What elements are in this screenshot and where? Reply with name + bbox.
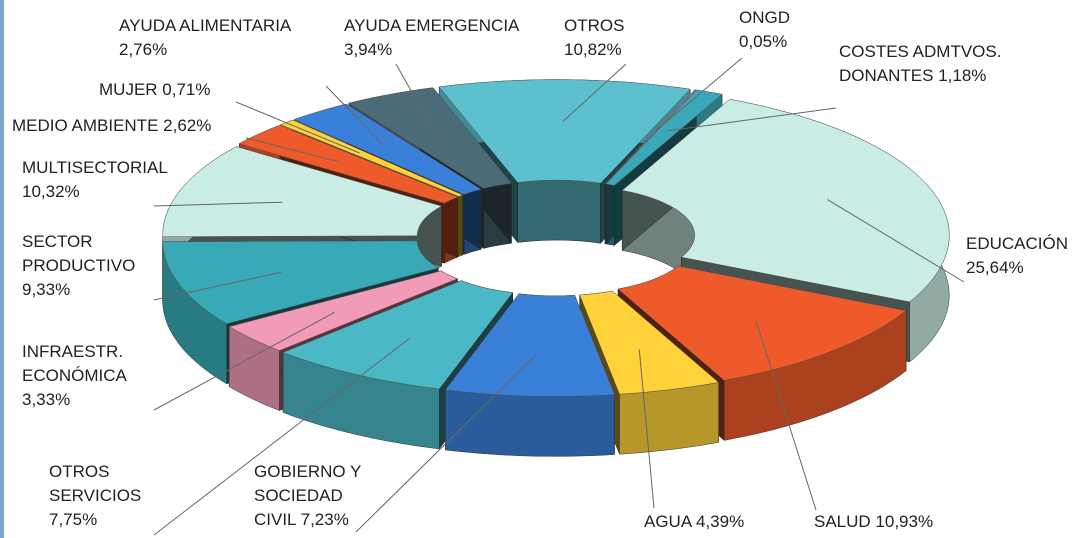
- value-label: 0,71%: [162, 80, 211, 99]
- value-label: 25,64%: [966, 258, 1024, 277]
- value-label: 9,33%: [22, 280, 71, 299]
- category-label: MUJER: [99, 80, 158, 99]
- leader-line: [395, 63, 436, 133]
- slice-label: SALUD 10,93%: [814, 510, 1014, 534]
- slice-label: ONGD 0,05%: [739, 6, 809, 54]
- category-label: EDUCACIÓN: [966, 234, 1069, 253]
- leader-line: [355, 353, 537, 533]
- value-label: 10,82%: [564, 40, 622, 59]
- slice-label: MEDIO AMBIENTE 2,62%: [12, 114, 302, 138]
- slice-inner-wall: [517, 179, 601, 244]
- value-label: 7,75%: [49, 510, 98, 529]
- slice: [444, 293, 615, 457]
- slice-label: AGUA 4,39%: [644, 510, 804, 534]
- slice-label: AYUDA ALIMENTARIA 2,76%: [119, 14, 324, 62]
- leader-line: [153, 311, 335, 411]
- slice-label: MULTISECTORIAL 10,32%: [22, 156, 192, 204]
- slice-label: OTROS 10,82%: [564, 14, 644, 62]
- slice: [605, 89, 723, 186]
- slice: [238, 125, 459, 204]
- value-label: 3,94%: [344, 40, 393, 59]
- slice-label: EDUCACIÓN 25,64%: [966, 232, 1088, 280]
- value-label: 4,39%: [695, 512, 745, 531]
- slice-outer-wall: [445, 389, 615, 457]
- leader-line: [638, 349, 655, 509]
- category-label: MEDIO AMBIENTE: [12, 116, 159, 135]
- category-label: AGUA: [644, 512, 692, 531]
- category-label: GOBIERNO Y SOCIEDAD CIVIL: [254, 462, 362, 529]
- slice-label: INFRAESTR. ECONÓMICA 3,33%: [22, 340, 157, 412]
- slice: [617, 265, 907, 381]
- slice-label: MUJER 0,71%: [99, 78, 299, 102]
- value-label: 2,76%: [119, 40, 168, 59]
- slice: [438, 79, 691, 184]
- slice: [444, 293, 615, 397]
- slice: [282, 280, 514, 390]
- category-label: MULTISECTORIAL: [22, 158, 168, 177]
- value-label: 2,62%: [163, 116, 212, 135]
- category-label: SALUD: [814, 512, 871, 531]
- value-label: 10,32%: [22, 182, 80, 201]
- leader-line: [153, 201, 283, 207]
- category-label: AYUDA EMERGENCIA: [344, 16, 519, 35]
- slice: [228, 270, 459, 351]
- value-label: 0,05%: [739, 32, 788, 51]
- value-label: 1,18%: [938, 66, 987, 85]
- leader-line: [755, 321, 817, 511]
- category-label: COSTES ADMTVOS. DONANTES: [839, 42, 1002, 85]
- leader-line: [562, 63, 627, 123]
- slice: [282, 280, 514, 450]
- slice: [604, 89, 697, 185]
- value-label: 10,93%: [875, 512, 934, 531]
- slice: [162, 240, 439, 325]
- category-label: SECTOR PRODUCTIVO: [22, 232, 136, 275]
- slice: [162, 146, 443, 237]
- chart-canvas: [153, 57, 965, 536]
- slice-label: AYUDA EMERGENCIA 3,94%: [344, 14, 549, 62]
- slice: [579, 290, 720, 395]
- leader-line: [827, 199, 965, 283]
- value-label: 3,33%: [22, 390, 71, 409]
- slice: [293, 103, 482, 195]
- slice-label: SECTOR PRODUCTIVO 9,33%: [22, 230, 162, 302]
- slice-label: OTROS SERVICIOS 7,75%: [49, 460, 161, 532]
- leader-line: [153, 271, 282, 301]
- slice: [348, 87, 512, 189]
- category-label: AYUDA ALIMENTARIA: [119, 16, 291, 35]
- leader-line: [153, 337, 410, 536]
- category-label: ONGD: [739, 8, 790, 27]
- slice: [621, 99, 950, 303]
- leader-line: [235, 101, 360, 154]
- slice-label: COSTES ADMTVOS. DONANTES 1,18%: [839, 40, 1034, 88]
- slice-label: GOBIERNO Y SOCIEDAD CIVIL 7,23%: [254, 460, 366, 532]
- leader-line: [325, 85, 384, 146]
- category-label: OTROS: [564, 16, 625, 35]
- leader-line: [657, 57, 743, 130]
- value-label: 7,23%: [300, 510, 349, 529]
- leader-line: [245, 137, 339, 163]
- category-label: INFRAESTR. ECONÓMICA: [22, 342, 126, 385]
- category-label: OTROS SERVICIOS: [49, 462, 142, 505]
- leader-line: [667, 107, 837, 132]
